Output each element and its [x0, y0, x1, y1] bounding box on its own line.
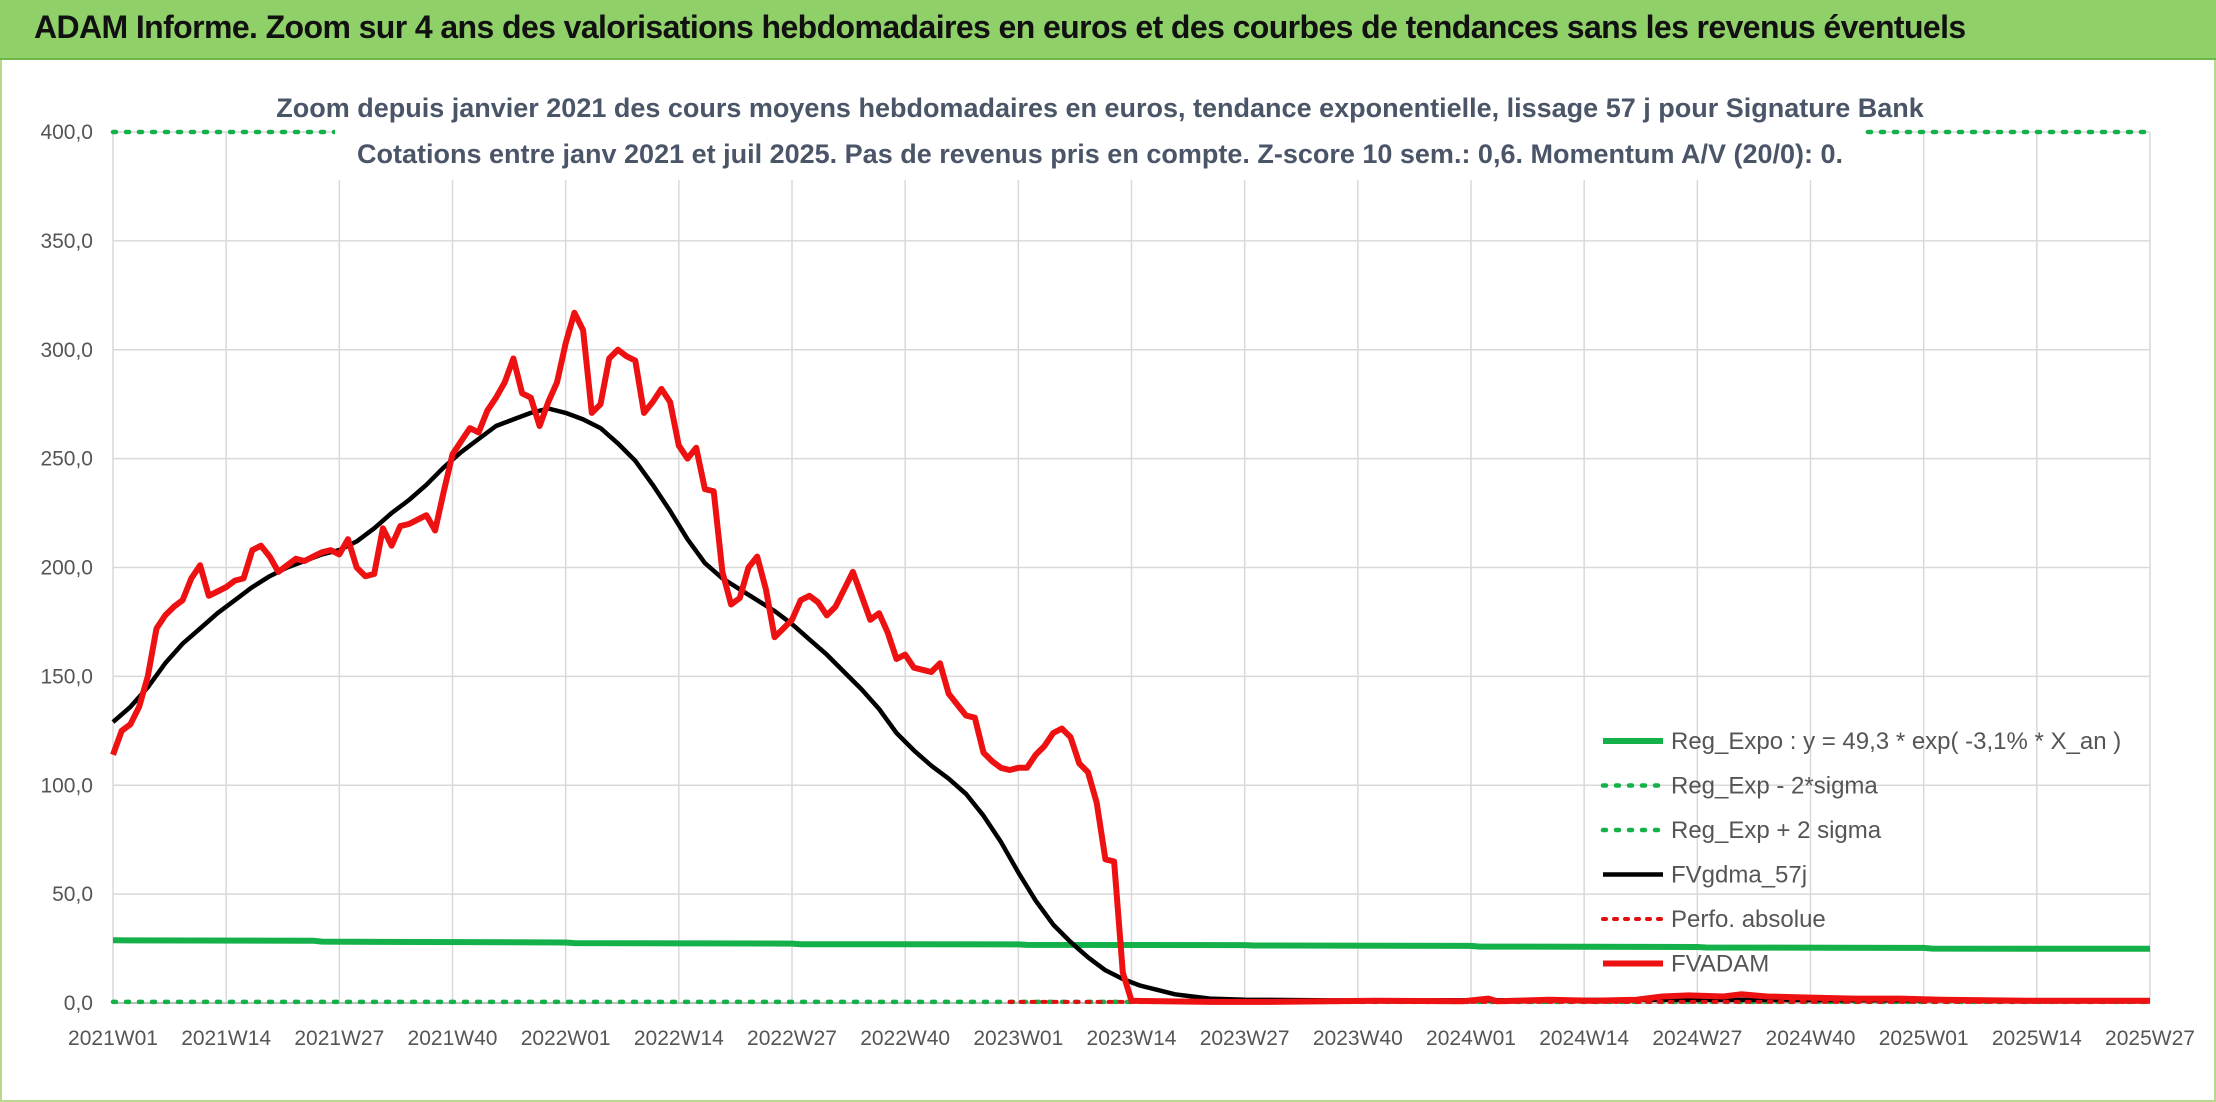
y-tick-label: 400,0 [40, 121, 93, 144]
legend-label: Reg_Exp + 2 sigma [1671, 817, 1882, 844]
x-tick-label: 2023W27 [1200, 1027, 1290, 1050]
x-tick-label: 2024W40 [1766, 1027, 1856, 1050]
report-banner: ADAM Informe. Zoom sur 4 ans des valoris… [0, 0, 2216, 60]
x-tick-label: 2022W14 [634, 1027, 724, 1050]
y-tick-label: 200,0 [40, 557, 93, 580]
y-tick-label: 50,0 [52, 883, 93, 906]
x-tick-label: 2021W01 [68, 1027, 158, 1050]
x-tick-label: 2021W27 [294, 1027, 384, 1050]
y-tick-label: 350,0 [40, 230, 93, 253]
chart-title-line-1: Zoom depuis janvier 2021 des cours moyen… [276, 93, 1925, 123]
legend-label: Reg_Exp - 2*sigma [1671, 773, 1878, 800]
x-tick-label: 2021W14 [181, 1027, 271, 1050]
x-tick-label: 2025W01 [1879, 1027, 1969, 1050]
legend-label: FVgdma_57j [1671, 862, 1807, 889]
x-tick-label: 2025W27 [2105, 1027, 2195, 1050]
x-tick-label: 2023W40 [1313, 1027, 1403, 1050]
x-tick-label: 2024W27 [1652, 1027, 1742, 1050]
y-tick-label: 0,0 [64, 992, 93, 1015]
series-line-reg-expo-y-49-3-exp-3-1-x-an [112, 937, 2151, 952]
x-tick-label: 2022W01 [521, 1027, 611, 1050]
banner-title: ADAM Informe. Zoom sur 4 ans des valoris… [34, 9, 1966, 45]
legend-label: FVADAM [1671, 951, 1769, 978]
x-tick-label: 2024W14 [1539, 1027, 1629, 1050]
series-line-fvadam [110, 309, 2150, 1005]
y-axis-ticks: 0,0 50,0 100,0 150,0 200,0 250,0 300,0 350,0 400… [40, 121, 93, 1015]
x-tick-label: 2025W14 [1992, 1027, 2082, 1050]
x-tick-label: 2021W40 [408, 1027, 498, 1050]
y-tick-label: 300,0 [40, 339, 93, 362]
y-tick-label: 100,0 [40, 774, 93, 797]
y-tick-label: 150,0 [40, 665, 93, 688]
chart-title-block: Zoom depuis janvier 2021 des cours moyen… [276, 80, 1925, 180]
title-background [335, 80, 1865, 180]
legend-box [1590, 715, 2145, 985]
x-tick-label: 2023W01 [973, 1027, 1063, 1050]
x-tick-label: 2022W27 [747, 1027, 837, 1050]
y-tick-label: 250,0 [40, 448, 93, 471]
legend-label: Reg_Expo : y = 49,3 * exp( -3,1% * X_an … [1671, 728, 2121, 755]
x-axis-ticks: 2021W01 2021W14 2021W27 2021W40 2022W01 2022W… [68, 1027, 2195, 1050]
chart-title-line-2: Cotations entre janv 2021 et juil 2025. … [357, 139, 1843, 169]
legend: Reg_Expo : y = 49,3 * exp( -3,1% * X_an … [1590, 715, 2145, 985]
x-tick-label: 2024W01 [1426, 1027, 1516, 1050]
x-tick-label: 2023W14 [1087, 1027, 1177, 1050]
legend-label: Perfo. absolue [1671, 906, 1826, 933]
x-tick-label: 2022W40 [860, 1027, 950, 1050]
